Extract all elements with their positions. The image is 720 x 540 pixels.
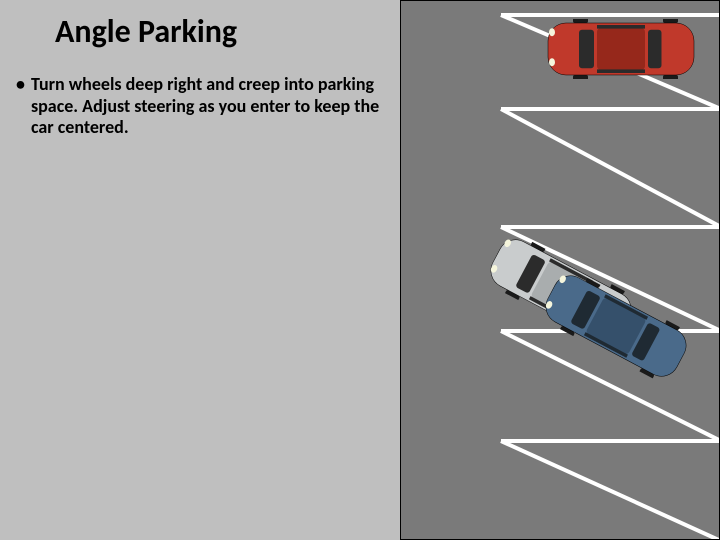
slide: Angle Parking • Turn wheels deep right a… [0, 0, 720, 540]
bullet-marker: • [16, 74, 25, 139]
bullet-text: Turn wheels deep right and creep into pa… [31, 74, 386, 139]
instruction-text: • Turn wheels deep right and creep into … [16, 74, 386, 139]
red-car [546, 19, 696, 79]
parking-diagram [400, 0, 720, 540]
page-title: Angle Parking [55, 12, 237, 51]
